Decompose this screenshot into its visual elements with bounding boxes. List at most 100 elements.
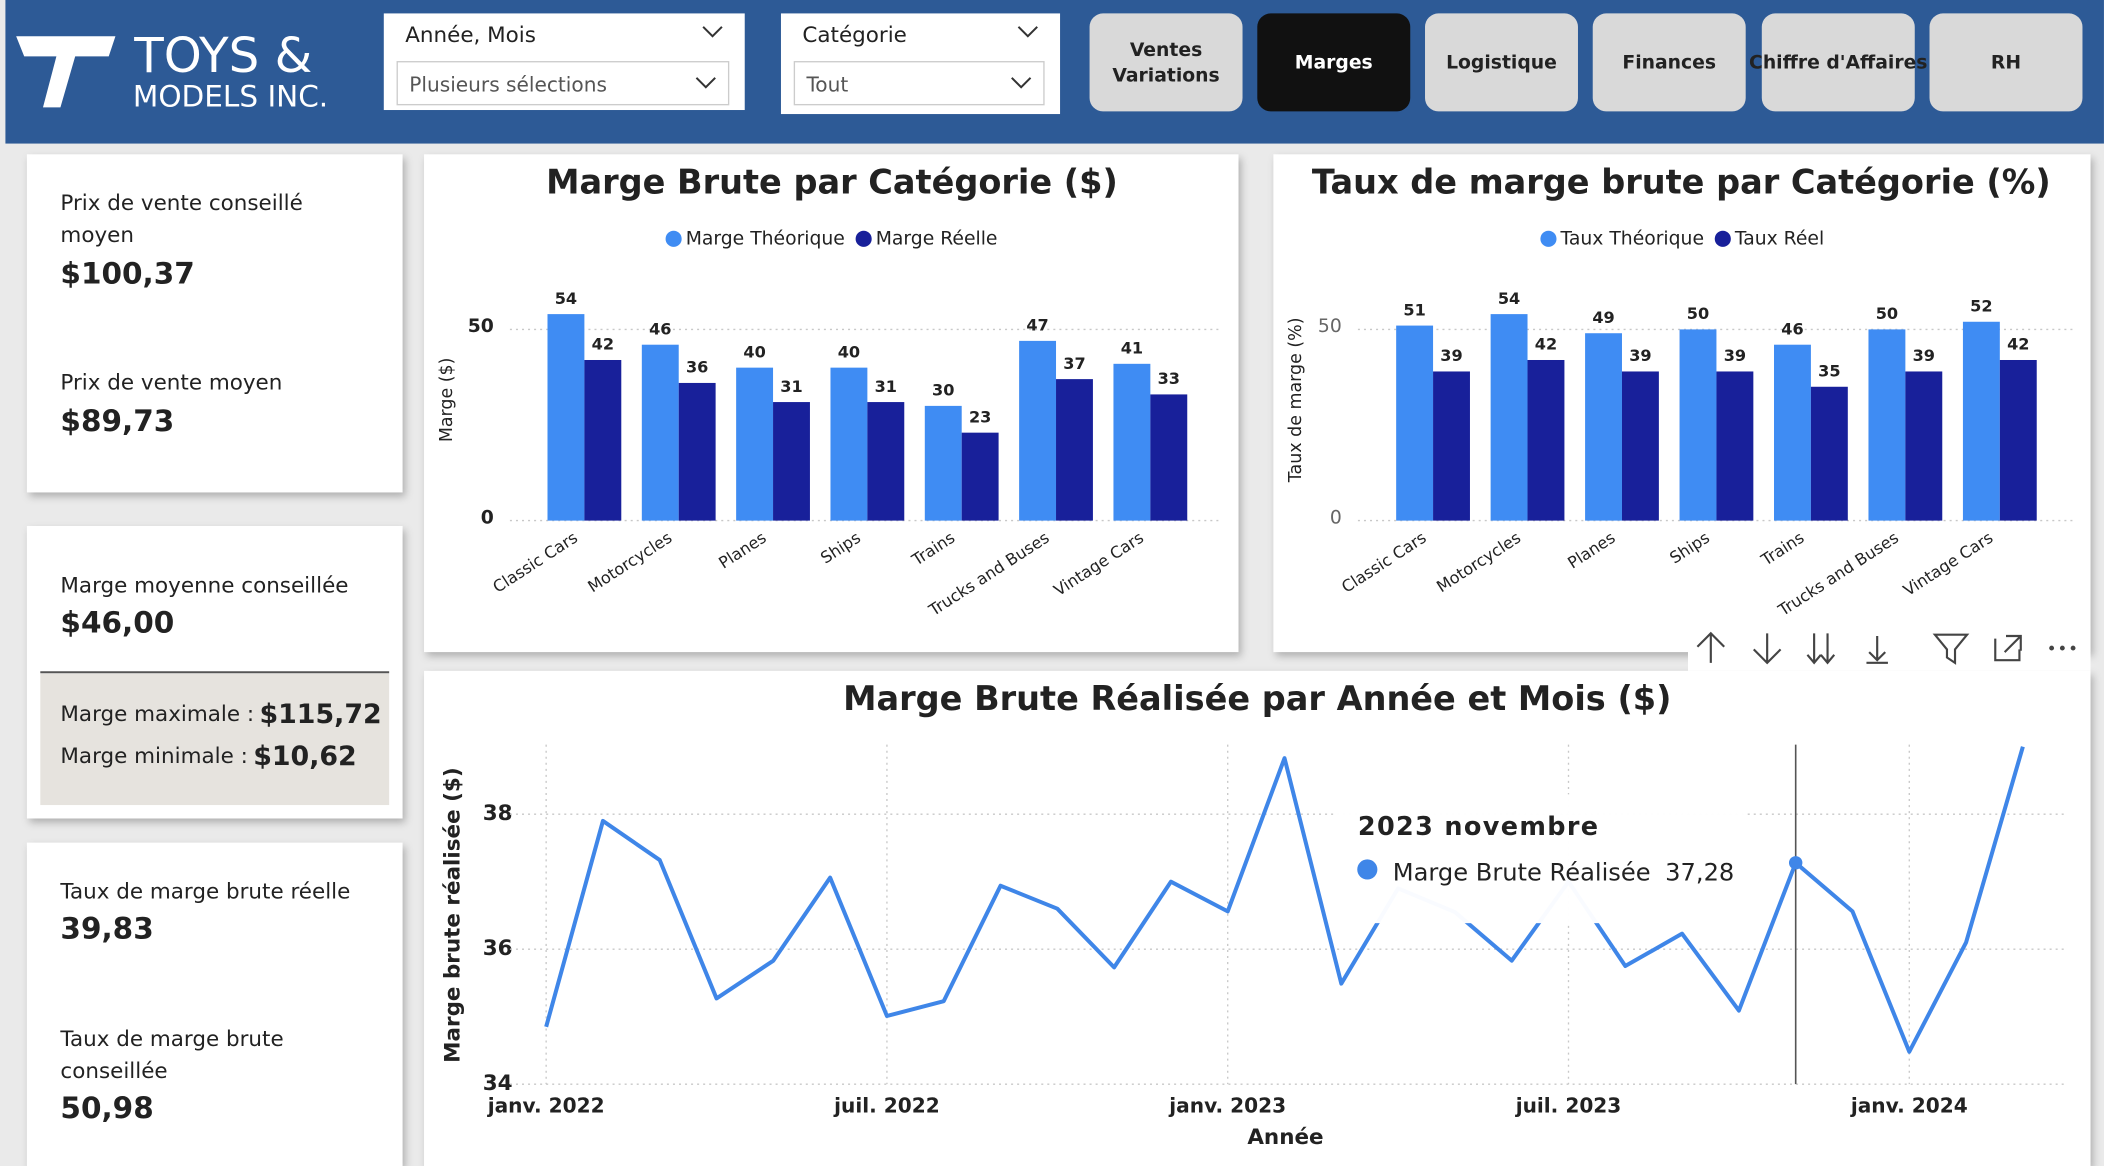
legend-label: Taux Réel: [1734, 228, 1824, 249]
icon-down[interactable]: [1752, 633, 1782, 665]
nav-button[interactable]: [1257, 13, 1411, 112]
legend-label: Marge Réelle: [876, 228, 998, 249]
bar: [830, 367, 868, 521]
value-label: 41: [1121, 339, 1143, 358]
bar: [1905, 371, 1943, 521]
value-label: 42: [592, 335, 614, 354]
icon-focus[interactable]: [1994, 634, 2022, 662]
chevron: [1017, 26, 1038, 38]
x-tick-label: juil. 2023: [1515, 1093, 1622, 1117]
range-row: Marge minimale : $10,62: [60, 740, 356, 771]
filter-box[interactable]: [793, 61, 1045, 106]
kpi-label: Prix de vente conseillé: [60, 191, 302, 216]
nav-label: Chiffre d'Affaires: [1749, 53, 1927, 74]
tooltip-value: 37,28: [1665, 858, 1734, 886]
y-tick-label: 50: [1318, 316, 1342, 337]
icon-up[interactable]: [1696, 631, 1725, 663]
value-label: 35: [1818, 362, 1840, 381]
value-label: 52: [1970, 296, 1992, 315]
value-label: 46: [649, 319, 671, 338]
y-axis-label: Marge brute réalisée ($): [441, 767, 466, 1062]
y-tick-label: 34: [483, 1071, 513, 1096]
value-label: 30: [932, 381, 954, 400]
bar: [641, 344, 679, 521]
bar: [1527, 359, 1565, 521]
bar: [1774, 344, 1811, 521]
value-label: 46: [1781, 319, 1803, 338]
kpi-value: $100,37: [60, 257, 194, 291]
bar: [1679, 329, 1717, 521]
bar: [773, 402, 810, 521]
icon-expand-all[interactable]: [1806, 633, 1836, 665]
value-label: 42: [1535, 335, 1557, 354]
kpi-value: 50,98: [60, 1091, 153, 1125]
nav-button[interactable]: [1592, 13, 1746, 112]
range-row: Marge maximale : $115,72: [60, 699, 381, 730]
nav-label: Finances: [1622, 53, 1716, 74]
value-label: 54: [1498, 289, 1520, 308]
kpi-label: Taux de marge brute réelle: [59, 879, 350, 904]
icon-filter[interactable]: [1932, 633, 1970, 665]
tooltip-title: 2023 novembre: [1358, 812, 1599, 842]
value-label: 54: [555, 289, 577, 308]
legend-marker: [1714, 230, 1731, 247]
value-label: 49: [1592, 308, 1614, 327]
logo-icon: [16, 36, 116, 108]
nav-button[interactable]: [1761, 13, 1915, 112]
bar: [736, 367, 774, 521]
line: [544, 746, 2025, 1054]
value-label: 39: [1913, 346, 1935, 365]
kpi-card: [26, 842, 403, 1166]
value-label: 40: [743, 342, 765, 361]
bar: [678, 382, 716, 521]
icon-more[interactable]: [2070, 645, 2076, 651]
icon-expand[interactable]: [1866, 636, 1888, 664]
toolbar: [1688, 626, 2091, 671]
bar: [1490, 314, 1528, 521]
logo-text: TOYS &: [133, 28, 312, 84]
legend-marker: [665, 230, 682, 247]
bar: [1621, 371, 1659, 521]
range-value: $10,62: [253, 740, 357, 771]
nav-button[interactable]: [1929, 13, 2083, 112]
value-label: 51: [1403, 300, 1425, 319]
nav-button[interactable]: [1089, 13, 1243, 112]
kpi-value: 39,83: [60, 911, 153, 945]
chart-title: Marge Brute par Catégorie ($): [546, 162, 1118, 201]
value-label: 40: [838, 342, 860, 361]
chevron: [1011, 77, 1032, 89]
bar: [924, 405, 962, 521]
x-tick-label: janv. 2024: [1850, 1093, 1968, 1117]
bar: [1019, 340, 1057, 521]
legend-marker: [1540, 230, 1557, 247]
kpi-label: Taux de marge brute: [59, 1027, 283, 1052]
value-label: 39: [1724, 346, 1746, 365]
kpi-card: [26, 154, 403, 493]
kpi-value: $89,73: [60, 404, 174, 438]
filter-label: Année, Mois: [405, 23, 536, 48]
value-label: 31: [875, 377, 897, 396]
value-label: 36: [686, 358, 708, 377]
icon-more[interactable]: [2049, 645, 2055, 651]
x-tick-label: juil. 2022: [833, 1093, 940, 1117]
icon-more[interactable]: [2059, 645, 2065, 651]
y-tick-label: 0: [1330, 507, 1342, 528]
bar: [1999, 359, 2037, 521]
legend-marker: [855, 230, 872, 247]
chevron: [695, 77, 716, 89]
kpi-label: Marge moyenne conseillée: [60, 573, 348, 598]
nav-button[interactable]: [1425, 13, 1578, 112]
x-tick-label: janv. 2023: [1168, 1093, 1286, 1117]
filter-value: Tout: [805, 72, 848, 96]
tooltip-label: Marge Brute Réalisée: [1393, 858, 1651, 886]
bar: [1868, 329, 1906, 521]
range-label: Marge maximale :: [60, 702, 254, 727]
filter-box[interactable]: [396, 61, 730, 106]
chart-panel: [424, 670, 2091, 1166]
kpi-label: conseillée: [60, 1059, 167, 1084]
hover-point: [1788, 856, 1803, 870]
kpi-value: $46,00: [60, 605, 174, 639]
range-value: $115,72: [259, 699, 381, 730]
